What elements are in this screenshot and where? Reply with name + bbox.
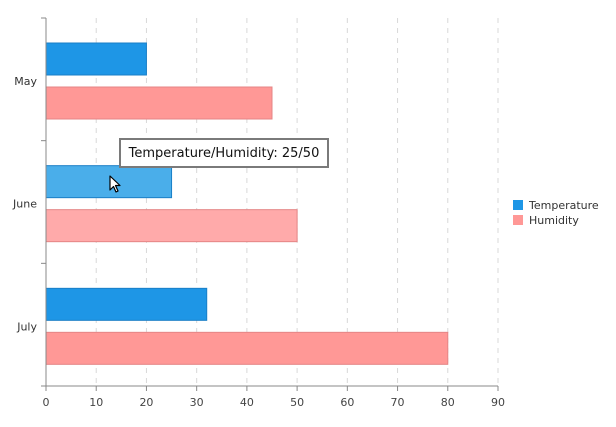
tooltip: Temperature/Humidity: 25/50 bbox=[119, 138, 329, 168]
y-category-label: July bbox=[16, 320, 37, 333]
legend-label-humidity: Humidity bbox=[529, 214, 579, 227]
x-tick-label: 20 bbox=[139, 396, 153, 409]
x-tick-label: 30 bbox=[190, 396, 204, 409]
bar-temperature-june[interactable] bbox=[45, 165, 173, 199]
legend-swatch-temperature bbox=[513, 200, 523, 210]
bar-temperature-july[interactable] bbox=[45, 287, 208, 321]
x-tick-label: 80 bbox=[441, 396, 455, 409]
x-tick-label: 50 bbox=[290, 396, 304, 409]
bar-temperature-may[interactable] bbox=[45, 42, 147, 76]
axes: 0 10 20 30 40 50 60 70 80 90 May June July bbox=[12, 17, 505, 409]
bar-humidity-may[interactable] bbox=[45, 86, 273, 120]
pointer-cursor-icon bbox=[109, 175, 121, 193]
legend: Temperature Humidity bbox=[513, 199, 599, 227]
x-tick-label: 90 bbox=[491, 396, 505, 409]
x-tick-label: 60 bbox=[340, 396, 354, 409]
x-tick-label: 70 bbox=[391, 396, 405, 409]
x-tick-label: 0 bbox=[43, 396, 50, 409]
bars bbox=[45, 42, 449, 365]
gridlines bbox=[95, 18, 499, 386]
bar-humidity-june[interactable] bbox=[45, 209, 298, 243]
legend-swatch-humidity bbox=[513, 215, 523, 225]
y-category-label: May bbox=[14, 75, 37, 88]
legend-label-temperature: Temperature bbox=[528, 199, 599, 212]
x-tick-label: 40 bbox=[240, 396, 254, 409]
x-tick-label: 10 bbox=[89, 396, 103, 409]
y-category-label: June bbox=[12, 198, 37, 211]
bar-humidity-july[interactable] bbox=[45, 331, 449, 365]
